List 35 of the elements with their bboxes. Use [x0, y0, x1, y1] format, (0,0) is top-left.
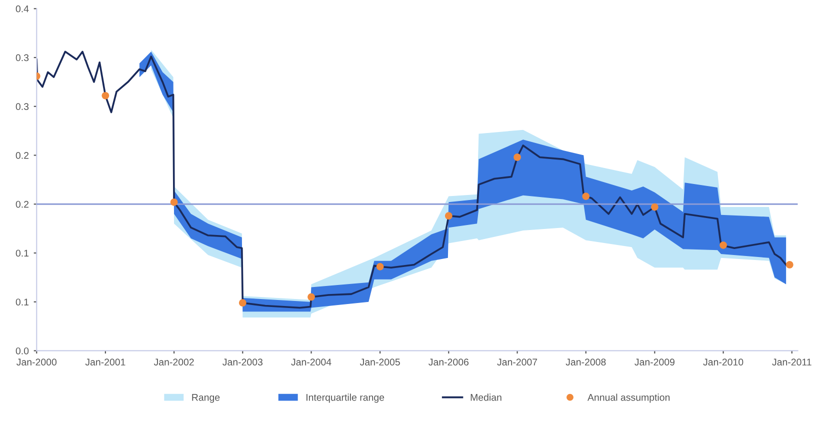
point [444, 212, 452, 220]
x-tick-label: Jan-2001 [85, 358, 126, 366]
y-tick-label: 0.2 [16, 200, 29, 208]
point [170, 198, 178, 206]
x-tick-label: Jan-2006 [428, 358, 469, 366]
y-tick-label: 0.3 [16, 103, 29, 110]
legend-label: Annual assumption [588, 394, 670, 403]
x-tick-label: Jan-2002 [154, 358, 194, 366]
point [786, 261, 794, 268]
y-tick-label: 0.1 [16, 298, 29, 306]
y-tick-label: 0.0 [16, 347, 29, 354]
x-tick-label: Jan-2008 [566, 358, 606, 366]
legend-label: Interquartile range [306, 394, 384, 403]
x-tick-label: Jan-2009 [634, 358, 674, 366]
point [238, 299, 246, 307]
x-tick-label: Jan-2011 [772, 358, 812, 366]
point [651, 203, 658, 211]
y-tick-label: 0.1 [16, 250, 29, 257]
point [102, 92, 110, 100]
y-tick-label: 0.3 [16, 54, 29, 62]
point [582, 192, 590, 200]
legend-label: Median [470, 394, 502, 401]
point [720, 242, 727, 249]
y-tick-label: 0.2 [16, 152, 29, 159]
legend-label: Range [192, 394, 220, 403]
x-tick-label: Jan-2010 [703, 358, 744, 366]
x-tick-label: Jan-2005 [360, 358, 400, 366]
y-tick-label: 0.4 [16, 5, 29, 12]
point [514, 154, 521, 161]
x-tick-label: Jan-2003 [222, 358, 262, 366]
point [308, 293, 315, 301]
point [376, 263, 384, 270]
x-tick-label: Jan-2007 [497, 358, 538, 366]
x-tick-label: Jan-2000 [16, 358, 57, 366]
x-tick-label: Jan-2004 [291, 358, 332, 366]
